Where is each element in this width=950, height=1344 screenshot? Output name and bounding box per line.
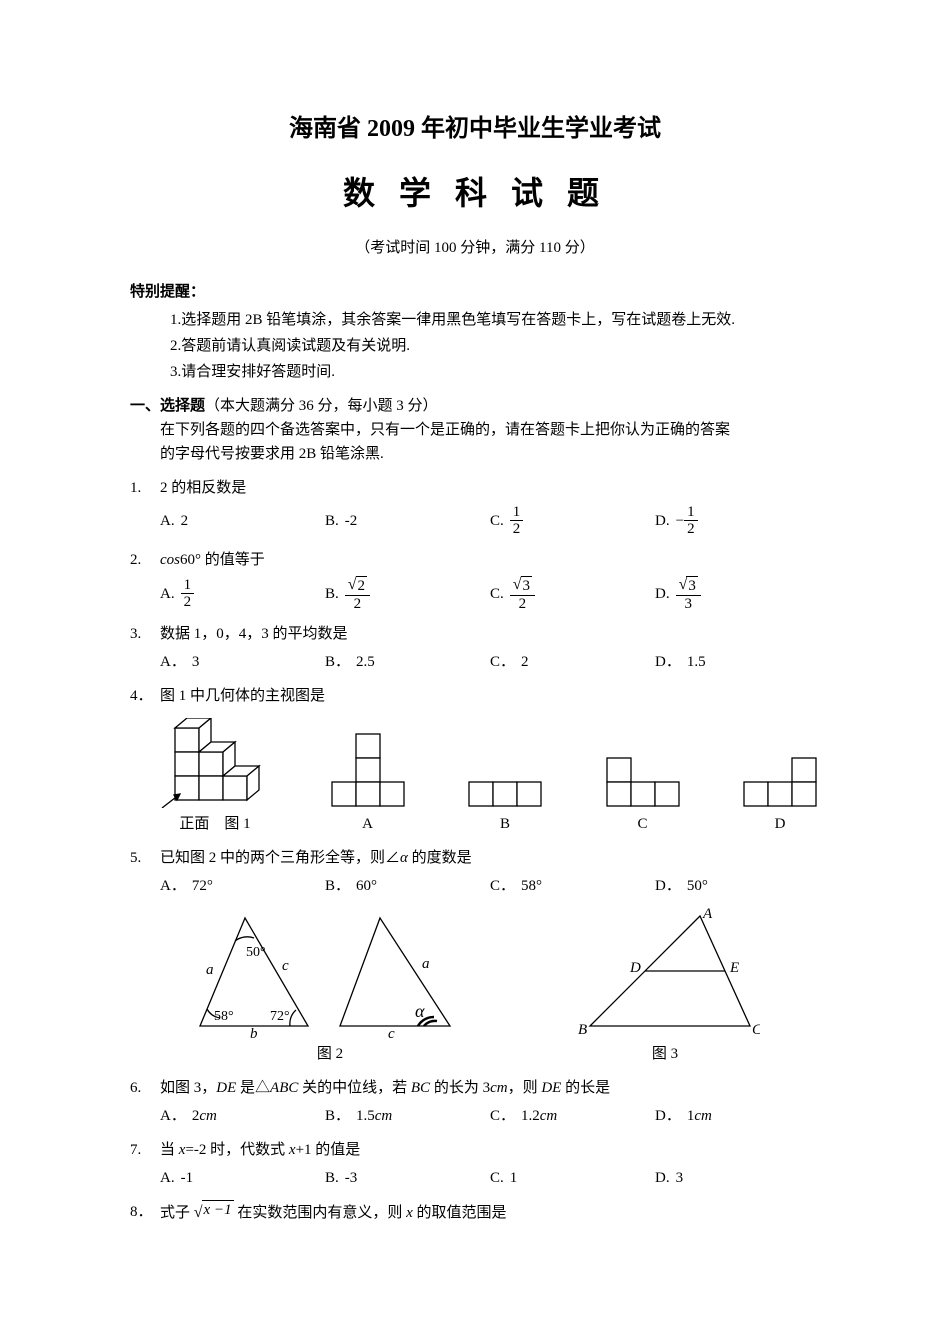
question-2: 2.cos60° 的值等于 A.12 B.√22 C.√32 D.√33 (130, 548, 820, 613)
q-num: 5. (130, 846, 160, 870)
q-stem: 数据 1，0，4，3 的平均数是 (160, 622, 348, 646)
option-d: D．50° (655, 874, 820, 898)
svg-text:a: a (422, 956, 430, 972)
option-d: D．1.5 (655, 650, 820, 674)
q-stem: 式子 √x −1 在实数范围内有意义，则 x 的取值范围是 (160, 1200, 507, 1226)
q-stem: cos60° 的值等于 (160, 548, 265, 572)
option-b-figure: B (465, 756, 545, 836)
section-heading-plain: （本大题满分 36 分，每小题 3 分） (205, 398, 438, 414)
question-5: 5.已知图 2 中的两个三角形全等，则∠α 的度数是 A．72° B．60° C… (130, 846, 820, 1066)
q-num: 2. (130, 548, 160, 572)
svg-text:A: A (702, 908, 713, 922)
option-c-figure: C (603, 756, 683, 836)
q-num: 6. (130, 1076, 160, 1100)
q-num: 8． (130, 1200, 160, 1226)
option-a: A.12 (160, 576, 325, 613)
option-a: A．2cm (160, 1104, 325, 1128)
q-stem: 2 的相反数是 (160, 476, 246, 500)
option-a-figure: A (328, 732, 408, 836)
option-c: C.12 (490, 504, 655, 538)
notice-list: 1.选择题用 2B 铅笔填涂，其余答案一律用黑色笔填写在答题卡上，写在试题卷上无… (170, 308, 820, 384)
section-heading: 一、选择题（本大题满分 36 分，每小题 3 分） (130, 394, 820, 418)
svg-text:D: D (629, 960, 641, 976)
svg-text:50°: 50° (246, 945, 266, 960)
question-8: 8． 式子 √x −1 在实数范围内有意义，则 x 的取值范围是 (130, 1200, 820, 1226)
svg-text:72°: 72° (270, 1009, 290, 1024)
section-heading-bold: 一、选择题 (130, 398, 205, 414)
svg-text:c: c (388, 1026, 395, 1038)
option-d: D.−12 (655, 504, 820, 538)
question-3: 3.数据 1，0，4，3 的平均数是 A．3 B．2.5 C．2 D．1.5 (130, 622, 820, 674)
option-b: B．1.5cm (325, 1104, 490, 1128)
option-d: D.3 (655, 1166, 820, 1190)
svg-text:a: a (206, 962, 214, 978)
option-b: B．60° (325, 874, 490, 898)
svg-text:b: b (250, 1026, 258, 1038)
exam-title: 海南省 2009 年初中毕业生学业考试 (130, 110, 820, 148)
q-num: 7. (130, 1138, 160, 1162)
figure-1-solid: 正面 图 1 (160, 718, 270, 836)
q-num: 1. (130, 476, 160, 500)
figure-row-q5: 50° 58° 72° a c b α a c 图 2 (190, 908, 760, 1066)
exam-meta: （考试时间 100 分钟，满分 110 分） (130, 236, 820, 260)
option-a: A.2 (160, 504, 325, 538)
option-b: B.-2 (325, 504, 490, 538)
notice-item: 1.选择题用 2B 铅笔填涂，其余答案一律用黑色笔填写在答题卡上，写在试题卷上无… (170, 308, 820, 332)
option-d: D．1cm (655, 1104, 820, 1128)
option-b: B.√22 (325, 576, 490, 613)
q-stem: 当 x=-2 时，代数式 x+1 的值是 (160, 1138, 360, 1162)
svg-text:C: C (752, 1022, 760, 1038)
section-sub: 在下列各题的四个备选答案中，只有一个是正确的，请在答题卡上把你认为正确的答案 (160, 418, 820, 442)
option-c: C．2 (490, 650, 655, 674)
q-stem: 如图 3，DE 是△ABC 关的中位线，若 BC 的长为 3cm，则 DE 的长… (160, 1076, 610, 1100)
figure-3: A D E B C 图 3 (570, 908, 760, 1066)
option-c: C.1 (490, 1166, 655, 1190)
option-b: B．2.5 (325, 650, 490, 674)
q-num: 3. (130, 622, 160, 646)
figure-row-q4: 正面 图 1 A B (160, 718, 820, 836)
question-4: 4．图 1 中几何体的主视图是 (130, 684, 820, 836)
option-d-figure: D (740, 756, 820, 836)
question-7: 7. 当 x=-2 时，代数式 x+1 的值是 A.-1 B.-3 C.1 D.… (130, 1138, 820, 1190)
figure-2: 50° 58° 72° a c b α a c 图 2 (190, 908, 470, 1066)
option-a: A．72° (160, 874, 325, 898)
q-stem: 已知图 2 中的两个三角形全等，则∠α 的度数是 (160, 846, 472, 870)
q-num: 4． (130, 684, 160, 708)
svg-text:α: α (415, 1001, 425, 1021)
option-c: C.√32 (490, 576, 655, 613)
option-b: B.-3 (325, 1166, 490, 1190)
subject-title: 数 学 科 试 题 (130, 168, 820, 219)
svg-text:58°: 58° (214, 1009, 234, 1024)
notice-item: 2.答题前请认真阅读试题及有关说明. (170, 334, 820, 358)
svg-text:c: c (282, 958, 289, 974)
q-stem: 图 1 中几何体的主视图是 (160, 684, 325, 708)
question-6: 6. 如图 3，DE 是△ABC 关的中位线，若 BC 的长为 3cm，则 DE… (130, 1076, 820, 1128)
notice-heading: 特别提醒： (130, 280, 820, 304)
section-sub: 的字母代号按要求用 2B 铅笔涂黑. (160, 442, 820, 466)
svg-text:E: E (729, 960, 739, 976)
option-c: C．1.2cm (490, 1104, 655, 1128)
question-1: 1.2 的相反数是 A.2 B.-2 C.12 D.−12 (130, 476, 820, 538)
svg-text:B: B (578, 1022, 587, 1038)
option-a: A．3 (160, 650, 325, 674)
option-a: A.-1 (160, 1166, 325, 1190)
option-c: C．58° (490, 874, 655, 898)
notice-item: 3.请合理安排好答题时间. (170, 360, 820, 384)
option-d: D.√33 (655, 576, 820, 613)
